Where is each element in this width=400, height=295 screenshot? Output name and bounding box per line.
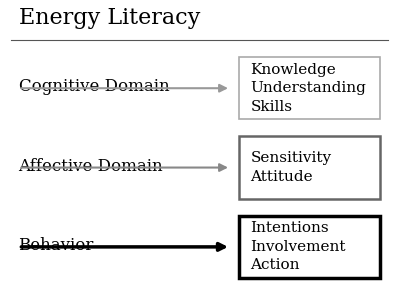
Text: Energy Literacy: Energy Literacy bbox=[18, 7, 200, 29]
Text: Skills: Skills bbox=[250, 100, 292, 114]
Text: Attitude: Attitude bbox=[250, 170, 313, 184]
Text: Knowledge: Knowledge bbox=[250, 63, 336, 77]
FancyBboxPatch shape bbox=[239, 136, 380, 199]
Text: Action: Action bbox=[250, 258, 300, 272]
Text: Cognitive Domain: Cognitive Domain bbox=[18, 78, 169, 95]
Text: Involvement: Involvement bbox=[250, 240, 346, 254]
FancyBboxPatch shape bbox=[239, 57, 380, 119]
Text: Intentions: Intentions bbox=[250, 222, 329, 235]
Text: Affective Domain: Affective Domain bbox=[18, 158, 163, 175]
FancyBboxPatch shape bbox=[239, 216, 380, 278]
Text: Understanding: Understanding bbox=[250, 81, 366, 95]
Text: Sensitivity: Sensitivity bbox=[250, 151, 332, 165]
Text: Behavior: Behavior bbox=[18, 237, 94, 254]
